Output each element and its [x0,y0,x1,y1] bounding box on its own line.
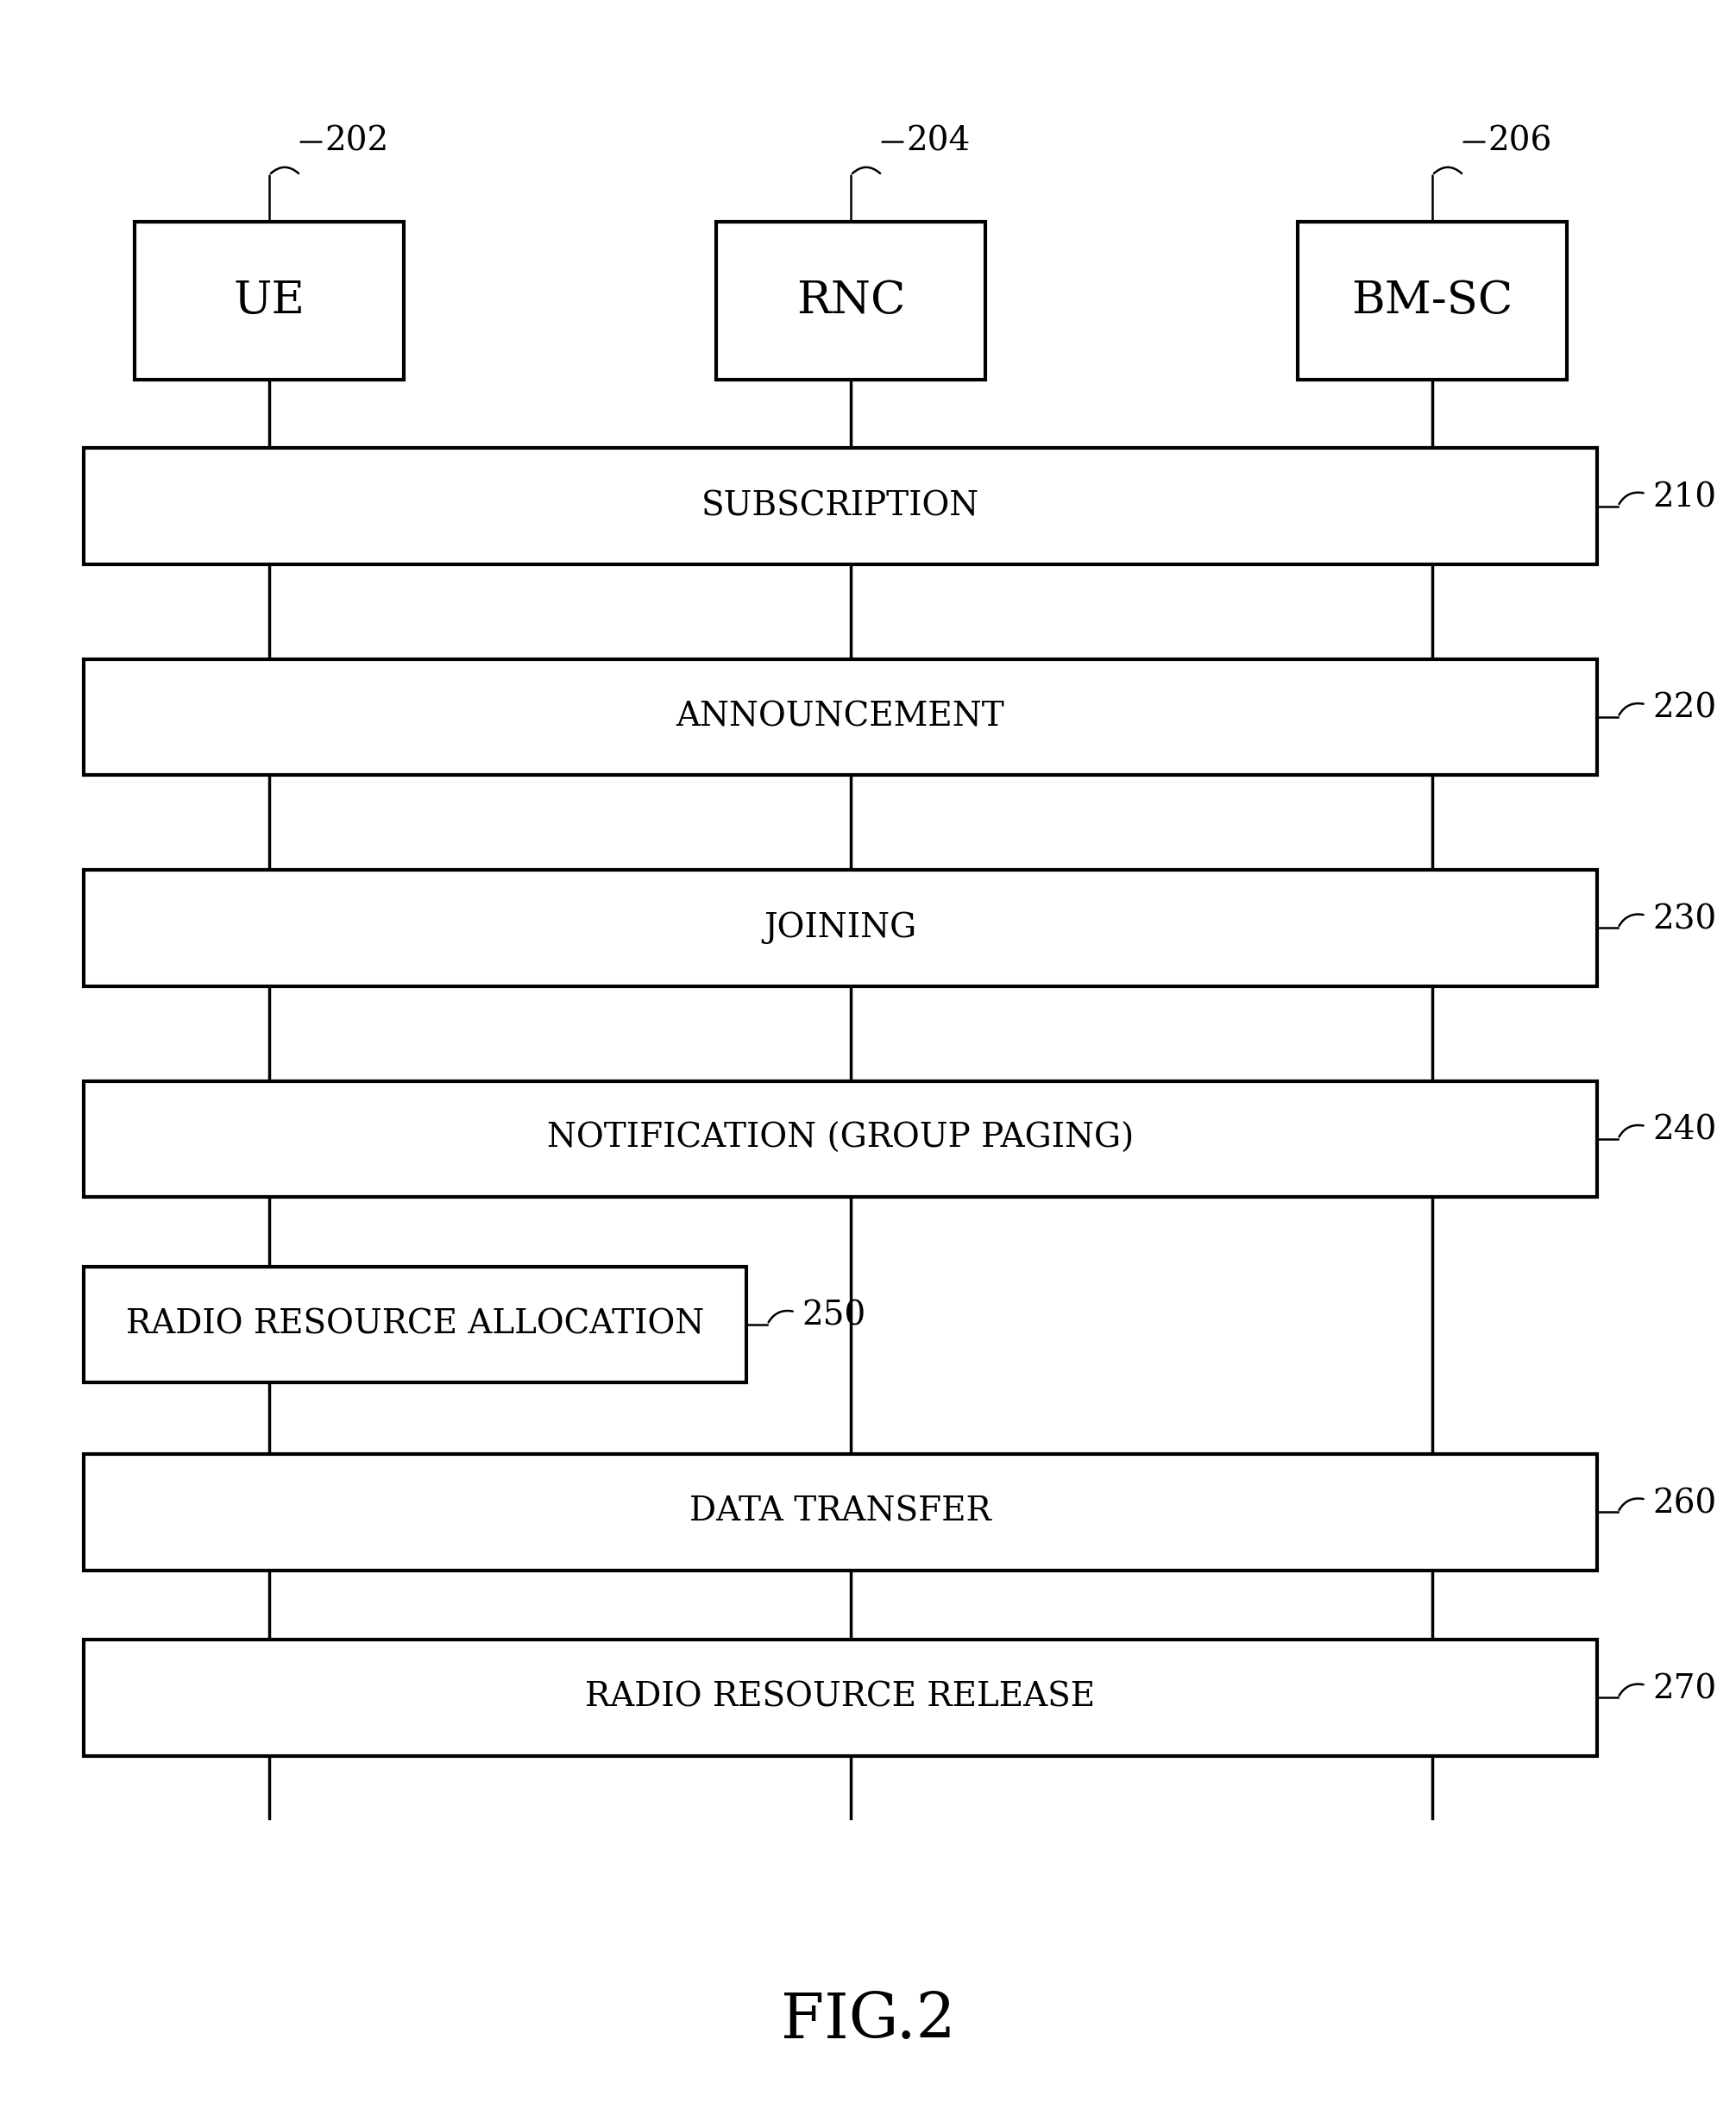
Bar [83,447,1597,563]
Text: 220: 220 [1653,692,1717,725]
Bar [83,1455,1597,1569]
Bar [83,658,1597,774]
Text: BM-SC: BM-SC [1351,278,1514,323]
Bar [135,221,403,380]
Text: 230: 230 [1653,903,1717,936]
Bar [83,1080,1597,1198]
Text: SUBSCRIPTION: SUBSCRIPTION [701,489,979,523]
Text: DATA TRANSFER: DATA TRANSFER [689,1495,991,1529]
Text: NOTIFICATION (GROUP PAGING): NOTIFICATION (GROUP PAGING) [547,1122,1134,1156]
Text: 270: 270 [1653,1672,1717,1706]
Text: 240: 240 [1653,1114,1717,1147]
Text: 202: 202 [325,124,389,158]
Text: JOINING: JOINING [764,911,917,945]
Text: 204: 204 [906,124,970,158]
Text: RADIO RESOURCE ALLOCATION: RADIO RESOURCE ALLOCATION [125,1308,705,1341]
Text: 250: 250 [802,1299,866,1333]
Text: RNC: RNC [797,278,904,323]
Text: 260: 260 [1653,1487,1717,1521]
Text: UE: UE [233,278,306,323]
Bar [83,1641,1597,1755]
Text: RADIO RESOURCE RELEASE: RADIO RESOURCE RELEASE [585,1681,1095,1715]
Bar [83,869,1597,985]
Text: 210: 210 [1653,481,1717,515]
Text: 206: 206 [1488,124,1552,158]
Text: ANNOUNCEMENT: ANNOUNCEMENT [675,700,1005,734]
Bar [83,1265,746,1384]
Bar [1297,221,1566,380]
Bar [715,221,984,380]
Text: FIG.2: FIG.2 [781,1991,955,2050]
